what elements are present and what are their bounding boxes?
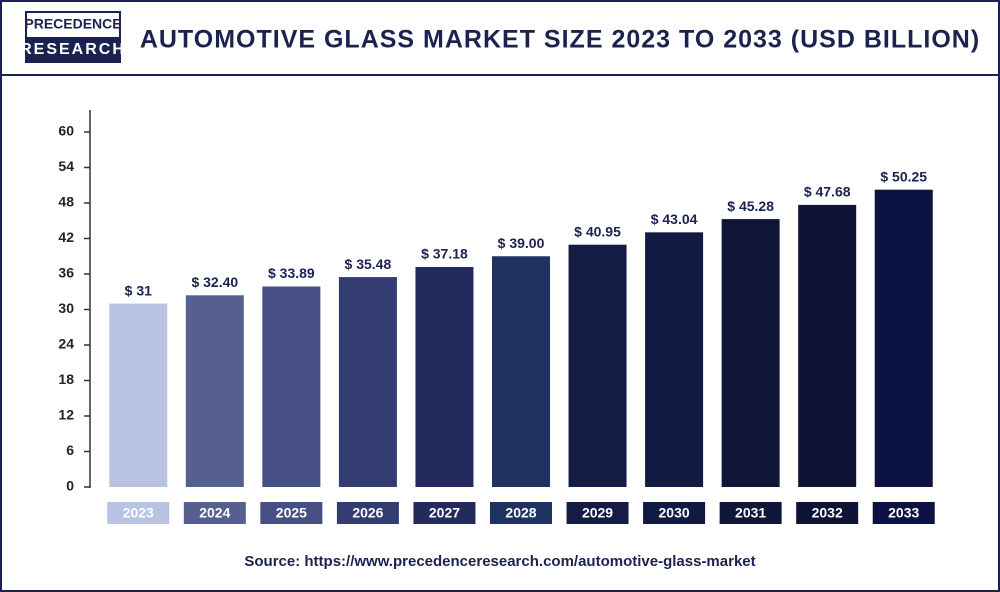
- category-box: [643, 502, 706, 524]
- logo-band: [26, 37, 120, 62]
- bar: [492, 256, 550, 487]
- bar: [798, 204, 857, 488]
- source: Source: https://www.precedenceresearch.c…: [244, 553, 755, 570]
- bar: [568, 244, 627, 487]
- bar: [415, 267, 474, 487]
- x-tick-label: 2025: [276, 505, 307, 521]
- category-box: [796, 502, 859, 524]
- y-tick-label: 24: [58, 336, 74, 352]
- x-tick-label: 2024: [199, 505, 230, 521]
- x-tick-label: 2032: [812, 505, 843, 521]
- x-tick-label: 2026: [352, 505, 383, 521]
- value-label: $ 32.40: [191, 274, 238, 290]
- x-tick-label: 2023: [123, 505, 154, 521]
- bar: [109, 303, 168, 487]
- bar: [645, 232, 704, 487]
- y-tick-label: 60: [58, 123, 74, 139]
- y-tick-label: 42: [58, 229, 74, 245]
- category-box: [336, 502, 399, 524]
- bar: [262, 286, 321, 487]
- chart-title: AUTOMOTIVE GLASS MARKET SIZE 2023 TO 203…: [140, 26, 980, 54]
- x-tick-label: 2029: [582, 505, 613, 521]
- category-box: [719, 502, 782, 524]
- y-tick-label: 12: [58, 407, 74, 423]
- y-tick-label: 36: [58, 265, 74, 281]
- value-label: $ 33.89: [268, 265, 315, 281]
- bar: [721, 219, 780, 488]
- category-box: [566, 502, 629, 524]
- x-tick-label: 2031: [735, 505, 766, 521]
- logo-line1: PRECEDENCE: [24, 16, 121, 32]
- y-tick-label: 6: [66, 442, 74, 458]
- x-tick-label: 2030: [659, 505, 690, 521]
- category-box: [107, 502, 170, 524]
- value-label: $ 35.48: [345, 256, 392, 272]
- category-box: [490, 502, 552, 524]
- y-tick-label: 0: [66, 478, 74, 494]
- category-box: [260, 502, 323, 524]
- value-label: $ 31: [125, 282, 152, 298]
- x-tick-label: 2033: [888, 505, 919, 521]
- value-label: $ 43.04: [651, 211, 698, 227]
- y-tick-label: 54: [58, 158, 74, 174]
- bar: [185, 295, 244, 487]
- category-box: [183, 502, 246, 524]
- bar: [874, 189, 933, 487]
- value-label: $ 39.00: [498, 235, 545, 251]
- category-box: [413, 502, 476, 524]
- x-tick-label: 2027: [429, 505, 460, 521]
- x-tick-label: 2028: [505, 505, 536, 521]
- value-label: $ 45.28: [727, 198, 774, 214]
- value-label: $ 37.18: [421, 246, 468, 262]
- bar: [338, 277, 397, 487]
- value-label: $ 47.68: [804, 184, 851, 200]
- y-tick-label: 18: [58, 371, 74, 387]
- category-box: [872, 502, 935, 524]
- value-label: $ 40.95: [574, 223, 621, 239]
- logo-line2: RESEARCH: [20, 41, 126, 58]
- y-tick-label: 30: [58, 300, 74, 316]
- y-tick-label: 48: [58, 194, 74, 210]
- value-label: $ 50.25: [880, 168, 927, 184]
